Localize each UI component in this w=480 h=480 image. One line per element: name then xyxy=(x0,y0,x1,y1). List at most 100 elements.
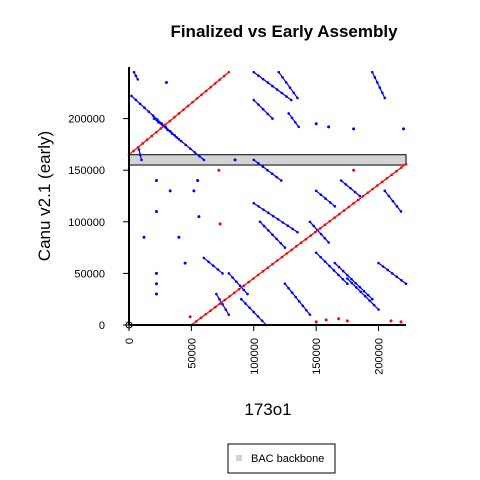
point-forward-9 xyxy=(399,320,403,324)
segment-dot-reverse-13-3 xyxy=(328,264,331,268)
segment-dot-reverse-3-1 xyxy=(138,153,142,157)
segment-dot-reverse-6-4 xyxy=(380,91,384,95)
y-axis-title: Canu v2.1 (early) xyxy=(35,131,54,261)
point-reverse-17 xyxy=(192,189,196,193)
segment-dot-forward-1-36 xyxy=(361,194,365,198)
segment-dot-forward-1-18 xyxy=(275,259,279,262)
segment-dot-forward-0-2 xyxy=(136,145,140,149)
segment-dot-reverse-22-1 xyxy=(207,260,210,264)
point-reverse-5 xyxy=(402,127,406,131)
segment-dot-reverse-24-0 xyxy=(215,292,218,296)
segment-dot-forward-0-3 xyxy=(141,142,144,145)
segment-dot-reverse-14-3 xyxy=(346,273,349,277)
segment-dot-forward-1-23 xyxy=(299,241,303,245)
segment-dot-forward-1-32 xyxy=(342,209,346,212)
segment-dot-reverse-19-4 xyxy=(358,194,362,198)
segment-dot-reverse-21-1 xyxy=(244,302,247,305)
segment-dot-reverse-2-0 xyxy=(132,70,136,74)
segment-dot-reverse-12-0 xyxy=(283,282,287,286)
segment-dot-reverse-12-6 xyxy=(305,308,308,312)
segment-dot-forward-1-20 xyxy=(285,252,289,255)
segment-dot-forward-1-2 xyxy=(199,316,203,320)
segment-dot-reverse-21-0 xyxy=(239,297,243,301)
segment-dot-reverse-20-4 xyxy=(242,288,246,292)
segment-dot-reverse-6-5 xyxy=(383,96,387,100)
point-forward-7 xyxy=(345,319,349,323)
segment-dot-forward-1-30 xyxy=(333,216,336,219)
segment-dot-reverse-1-3 xyxy=(166,128,169,132)
segment-dot-forward-0-7 xyxy=(159,127,163,130)
point-reverse-1 xyxy=(233,158,237,162)
segment-dot-reverse-5-1 xyxy=(281,76,284,79)
point-reverse-11 xyxy=(154,292,158,296)
point-reverse-12 xyxy=(142,235,146,239)
segment-dot-reverse-18-4 xyxy=(323,237,327,240)
segment-dot-forward-1-5 xyxy=(213,305,217,309)
segment-dot-reverse-5-4 xyxy=(292,91,296,95)
point-reverse-15 xyxy=(177,235,181,239)
segment-dot-reverse-4-4 xyxy=(271,84,274,88)
segment-dot-forward-1-11 xyxy=(242,284,246,287)
segment-dot-reverse-24-2 xyxy=(221,303,224,306)
segment-dot-reverse-11-2 xyxy=(267,229,270,232)
segment-dot-forward-0-13 xyxy=(186,104,190,108)
segment-dot-forward-1-21 xyxy=(290,248,293,252)
segment-dot-reverse-6-3 xyxy=(378,86,382,89)
segment-dot-forward-1-35 xyxy=(357,198,360,202)
segment-dot-forward-1-16 xyxy=(266,266,269,270)
segment-dot-reverse-14-6 xyxy=(358,285,362,289)
segment-dot-forward-0-6 xyxy=(154,130,158,134)
segment-dot-reverse-7-1 xyxy=(257,103,260,106)
segment-dot-reverse-9-5 xyxy=(275,175,278,179)
segment-dot-forward-0-19 xyxy=(213,82,217,85)
segment-dot-forward-1-39 xyxy=(376,184,379,187)
segment-dot-forward-1-41 xyxy=(385,177,389,180)
segment-dot-reverse-0-2 xyxy=(138,102,142,106)
segment-dot-reverse-23-2 xyxy=(391,199,395,203)
segment-dot-reverse-19-0 xyxy=(339,179,343,182)
segment-dot-reverse-1-5 xyxy=(175,136,178,139)
segment-dot-reverse-16-6 xyxy=(404,282,408,286)
segment-dot-reverse-14-8 xyxy=(366,293,370,297)
segment-dot-forward-1-44 xyxy=(399,166,403,169)
segment-dot-reverse-4-1 xyxy=(257,74,260,77)
segment-dot-reverse-10-6 xyxy=(281,221,285,224)
segment-dot-reverse-9-3 xyxy=(266,168,269,172)
segment-dot-forward-0-1 xyxy=(132,149,135,153)
segment-dot-reverse-22-2 xyxy=(211,264,215,267)
segment-dot-reverse-6-1 xyxy=(373,76,377,79)
segment-dot-reverse-15-4 xyxy=(363,294,367,298)
x-tick-label-1: 50000 xyxy=(186,338,198,369)
point-reverse-13 xyxy=(196,179,200,183)
segment-dot-reverse-12-5 xyxy=(301,304,305,308)
backbone-band-layer xyxy=(128,154,407,166)
segment-dot-reverse-4-0 xyxy=(252,70,256,74)
point-reverse-2 xyxy=(314,122,318,126)
segment-dot-reverse-24-1 xyxy=(218,297,221,301)
segment-dot-reverse-0-3 xyxy=(143,106,146,110)
chart-title: Finalized vs Early Assembly xyxy=(170,22,398,41)
point-forward-3 xyxy=(188,315,192,319)
segment-dot-forward-1-38 xyxy=(371,187,374,191)
segment-dot-reverse-1-11 xyxy=(202,158,206,162)
legend-label: BAC backbone xyxy=(251,453,324,465)
segment-dot-reverse-6-0 xyxy=(371,70,374,74)
segment-dot-reverse-23-3 xyxy=(395,205,399,208)
segment-dot-forward-0-17 xyxy=(204,89,208,93)
segment-dot-reverse-15-3 xyxy=(359,290,363,294)
segment-dot-reverse-14-7 xyxy=(362,289,366,293)
point-reverse-7 xyxy=(168,189,172,193)
segment-dot-reverse-1-0 xyxy=(152,117,156,120)
segment-dot-reverse-15-1 xyxy=(350,281,354,285)
segment-dot-forward-0-14 xyxy=(191,100,194,104)
segment-dot-reverse-14-2 xyxy=(341,269,345,273)
point-forward-1 xyxy=(218,222,222,226)
segment-dot-reverse-23-0 xyxy=(383,189,387,193)
y-tick-label-0: 0 xyxy=(99,320,105,332)
segment-dot-forward-0-5 xyxy=(150,134,153,138)
segment-dot-reverse-4-6 xyxy=(280,91,284,95)
segment-dot-reverse-1-1 xyxy=(157,121,160,124)
segment-dot-reverse-14-5 xyxy=(354,281,357,285)
legend-box xyxy=(227,443,336,474)
